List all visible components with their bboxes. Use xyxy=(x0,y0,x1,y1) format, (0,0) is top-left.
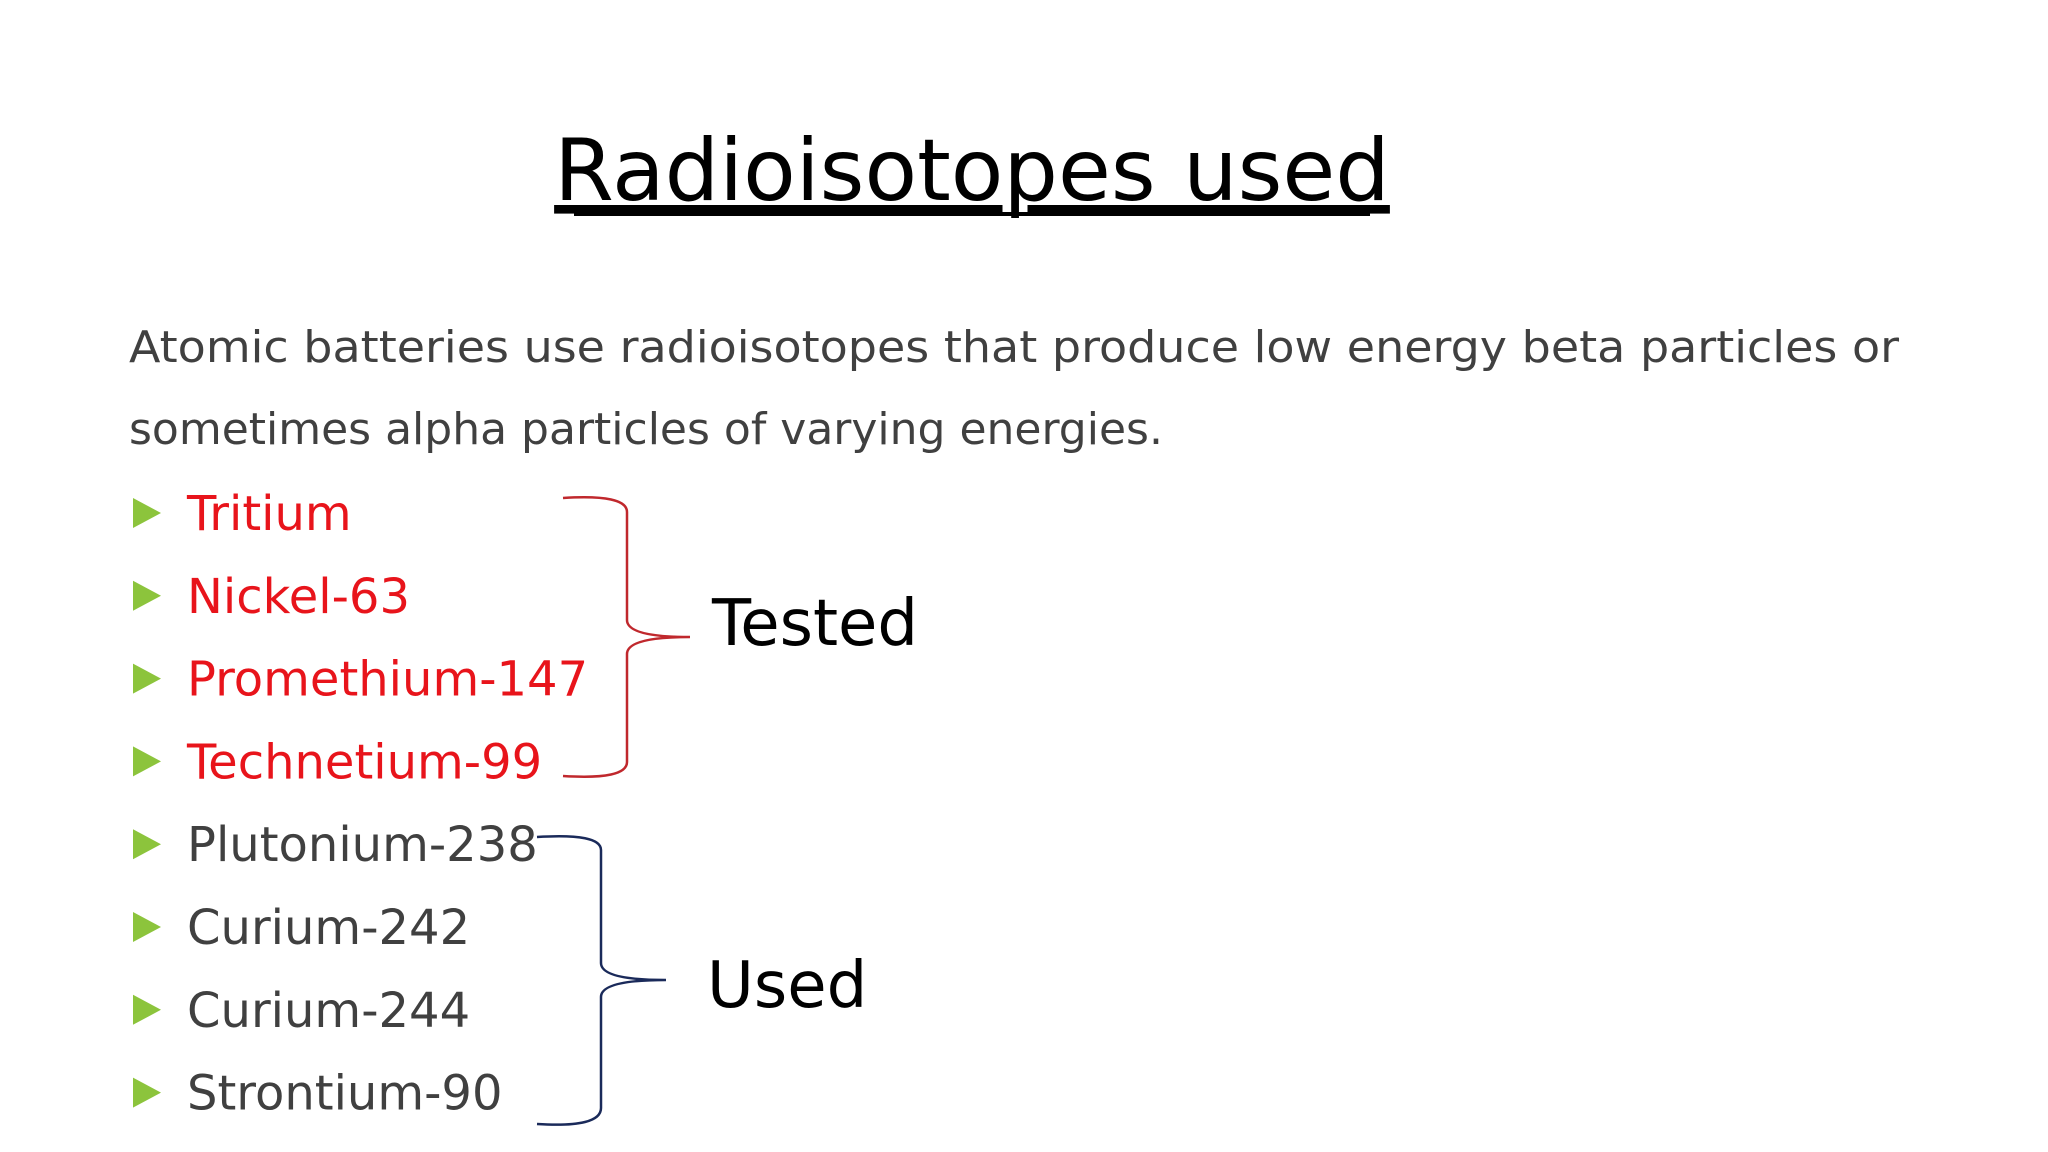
bullet xyxy=(133,994,161,1025)
list-item: Nickel-63 xyxy=(187,569,410,625)
bullet xyxy=(133,580,161,611)
intro-line: Atomic batteries use radioisotopes that … xyxy=(129,322,1900,373)
bullet xyxy=(133,663,161,694)
list-item: Strontium-90 xyxy=(187,1066,503,1122)
list-item: Plutonium-238 xyxy=(187,817,538,873)
list-item: Curium-244 xyxy=(187,983,470,1039)
bullet xyxy=(133,1077,161,1108)
list-item: Technetium-99 xyxy=(186,734,542,790)
list-item: Tritium xyxy=(186,486,352,542)
bullet xyxy=(133,829,161,860)
bullet xyxy=(133,746,161,777)
group-label: Tested xyxy=(711,587,918,661)
title: Radioisotopes used xyxy=(554,121,1390,221)
bullet xyxy=(133,912,161,942)
group-label: Used xyxy=(707,949,867,1023)
bullet xyxy=(133,498,161,528)
list-item: Promethium-147 xyxy=(187,652,588,708)
used-brace xyxy=(536,835,667,1126)
list-item: Curium-242 xyxy=(187,900,470,956)
intro-line: sometimes alpha particles of varying ene… xyxy=(129,404,1163,455)
tested-brace xyxy=(562,496,691,778)
